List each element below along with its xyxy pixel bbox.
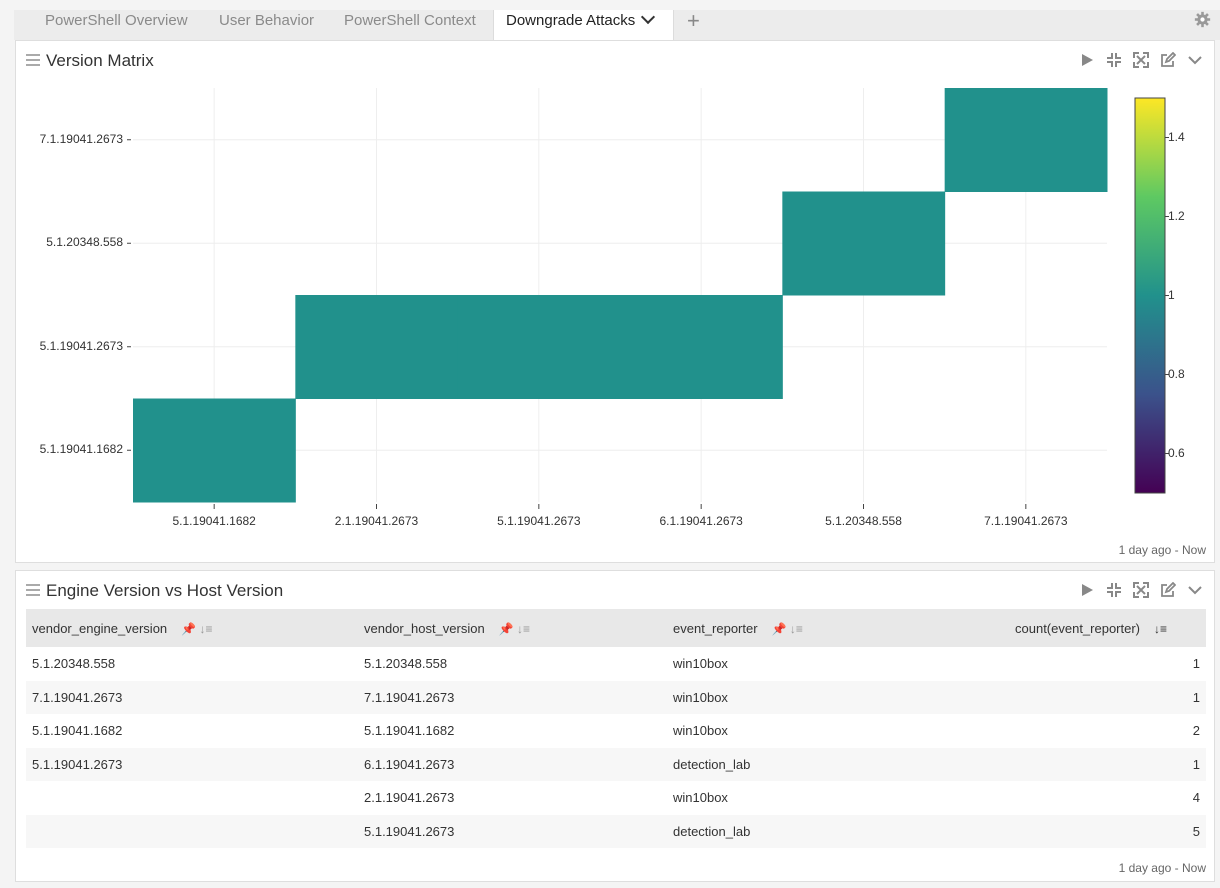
table-cell: 6.1.19041.2673 bbox=[358, 747, 667, 781]
expand-icon[interactable] bbox=[1132, 51, 1150, 69]
table-cell: 1 bbox=[1192, 656, 1200, 672]
colorbar-tick-label: 0.8 bbox=[1168, 366, 1185, 381]
y-tick-label: 7.1.19041.2673 bbox=[39, 131, 123, 146]
table-cell: win10box bbox=[667, 680, 1009, 714]
colorbar-tick-label: 1 bbox=[1168, 287, 1175, 302]
tab-label: PowerShell Overview bbox=[45, 12, 188, 29]
y-tick-label: 5.1.20348.558 bbox=[46, 235, 123, 250]
table-cell: 5.1.20348.558 bbox=[32, 656, 116, 672]
tab-user-behavior[interactable]: User Behavior bbox=[207, 10, 326, 40]
heatmap-cell[interactable] bbox=[782, 191, 946, 296]
table-cell: win10box bbox=[673, 723, 728, 739]
table-row[interactable]: 5.1.19041.1682 5.1.19041.1682 win10box 2 bbox=[26, 714, 1206, 748]
colorbar-tick-label: 0.6 bbox=[1168, 445, 1185, 460]
play-icon[interactable] bbox=[1078, 51, 1096, 69]
table-cell: detection_lab bbox=[667, 747, 1009, 781]
version-matrix-heatmap bbox=[127, 88, 1169, 509]
table-cell: 5.1.20348.558 bbox=[364, 656, 448, 672]
table-cell: detection_lab bbox=[667, 814, 1009, 848]
table-cell: 2.1.19041.2673 bbox=[364, 790, 455, 806]
colorbar bbox=[1134, 97, 1166, 494]
table-cell: 1 bbox=[1009, 680, 1206, 714]
table-cell: win10box bbox=[673, 656, 728, 672]
time-range-label: 1 day ago - Now bbox=[1118, 861, 1206, 875]
version-matrix-panel: Version Matrix 5.1.19041.1682 2.1.19041.2… bbox=[15, 40, 1215, 563]
x-tick-label: 7.1.19041.2673 bbox=[984, 514, 1068, 528]
table-cell: 2 bbox=[1192, 723, 1200, 739]
x-tick-label: 5.1.19041.1682 bbox=[172, 514, 256, 528]
engine-vs-host-panel: Engine Version vs Host Version vendor_en… bbox=[15, 570, 1215, 882]
time-range-label: 1 day ago - Now bbox=[1118, 543, 1206, 557]
table-cell: win10box bbox=[673, 790, 728, 806]
heatmap-cell[interactable] bbox=[133, 398, 296, 503]
tab-label: PowerShell Context bbox=[344, 12, 476, 29]
colorbar-tick-label: 1.4 bbox=[1168, 129, 1185, 144]
sort-icon[interactable]: ↓≡ bbox=[199, 621, 213, 636]
chevron-down-icon[interactable] bbox=[1186, 51, 1204, 69]
heatmap-cell[interactable] bbox=[620, 295, 783, 399]
pin-icon[interactable]: 📌 bbox=[771, 621, 787, 636]
table-header-row: vendor_engine_version 📌 ↓≡ vendor_host_ve… bbox=[26, 609, 1206, 647]
table-cell bbox=[26, 781, 358, 815]
panel-toolbar bbox=[1078, 581, 1204, 599]
column-header[interactable]: vendor_engine_version 📌 ↓≡ bbox=[26, 609, 358, 647]
panel-title: Version Matrix bbox=[46, 51, 154, 70]
chevron-down-icon[interactable] bbox=[641, 9, 656, 25]
y-tick-label: 5.1.19041.2673 bbox=[39, 338, 123, 353]
table-cell: 4 bbox=[1192, 790, 1200, 806]
sort-icon[interactable]: ↓≡ bbox=[517, 621, 531, 636]
tab-powershell-context[interactable]: PowerShell Context bbox=[332, 10, 488, 40]
edit-icon[interactable] bbox=[1159, 51, 1177, 69]
table-cell: 5.1.19041.2673 bbox=[26, 747, 358, 781]
table-row[interactable]: 5.1.19041.2673 6.1.19041.2673 detection_la… bbox=[26, 747, 1206, 781]
chevron-down-icon[interactable] bbox=[1186, 581, 1204, 599]
dashboard-tab-bar: PowerShell Overview User Behavior PowerS… bbox=[0, 0, 1220, 40]
table-cell: 7.1.19041.2673 bbox=[358, 680, 667, 714]
results-table: vendor_engine_version 📌 ↓≡ vendor_host_ve… bbox=[26, 609, 1206, 848]
table-cell: 1 bbox=[1009, 747, 1206, 781]
heatmap-cell[interactable] bbox=[944, 88, 1108, 192]
collapse-icon[interactable] bbox=[1105, 51, 1123, 69]
table-row[interactable]: 2.1.19041.2673 win10box 4 bbox=[26, 781, 1206, 815]
expand-icon[interactable] bbox=[1132, 581, 1150, 599]
pin-icon[interactable]: 📌 bbox=[498, 621, 514, 636]
sort-icon[interactable]: ↓≡ bbox=[789, 621, 803, 636]
drag-handle-icon[interactable] bbox=[26, 54, 40, 66]
table-row[interactable]: 5.1.19041.2673 detection_lab 5 bbox=[26, 814, 1206, 848]
table-cell: 5.1.19041.2673 bbox=[358, 814, 667, 848]
gear-icon[interactable] bbox=[1194, 11, 1211, 28]
tab-label: User Behavior bbox=[219, 12, 315, 29]
x-tick-label: 2.1.19041.2673 bbox=[334, 514, 419, 528]
x-tick-label: 5.1.20348.558 bbox=[825, 514, 902, 528]
colorbar-tick-label: 1.2 bbox=[1168, 208, 1185, 223]
column-header[interactable]: event_reporter 📌 ↓≡ bbox=[667, 609, 1009, 647]
heatmap-cell[interactable] bbox=[457, 295, 621, 399]
panel-title: Engine Version vs Host Version bbox=[46, 581, 284, 600]
table-cell: 5 bbox=[1009, 814, 1206, 848]
x-tick-label: 6.1.19041.2673 bbox=[659, 514, 743, 528]
add-tab-button[interactable]: + bbox=[687, 8, 700, 33]
table-row[interactable]: 7.1.19041.2673 7.1.19041.2673 win10box 1 bbox=[26, 680, 1206, 714]
tab-powershell-overview[interactable]: PowerShell Overview bbox=[33, 10, 200, 40]
panel-toolbar bbox=[1078, 51, 1204, 69]
table-row[interactable]: 5.1.20348.558 5.1.20348.558 win10box 1 bbox=[26, 647, 1206, 681]
table-cell: 5.1.19041.1682 bbox=[32, 723, 123, 739]
tab-label: Downgrade Attacks bbox=[506, 12, 636, 29]
drag-handle-icon[interactable] bbox=[26, 584, 40, 596]
column-header[interactable]: vendor_host_version 📌 ↓≡ bbox=[358, 609, 667, 647]
edit-icon[interactable] bbox=[1159, 581, 1177, 599]
pin-icon[interactable]: 📌 bbox=[181, 621, 197, 636]
x-tick-label: 5.1.19041.2673 bbox=[497, 514, 581, 528]
collapse-icon[interactable] bbox=[1105, 581, 1123, 599]
sort-desc-icon[interactable]: ↓≡ bbox=[1154, 621, 1168, 636]
table-cell: 7.1.19041.2673 bbox=[26, 680, 358, 714]
table-cell: 5.1.19041.1682 bbox=[364, 723, 455, 739]
play-icon[interactable] bbox=[1078, 581, 1096, 599]
table-cell bbox=[26, 814, 358, 848]
tab-downgrade-attacks[interactable]: Downgrade Attacks bbox=[493, 9, 674, 40]
y-tick-label: 5.1.19041.1682 bbox=[39, 442, 123, 457]
column-header[interactable]: count(event_reporter) ↓≡ bbox=[1009, 609, 1206, 647]
heatmap-cell[interactable] bbox=[295, 295, 459, 399]
